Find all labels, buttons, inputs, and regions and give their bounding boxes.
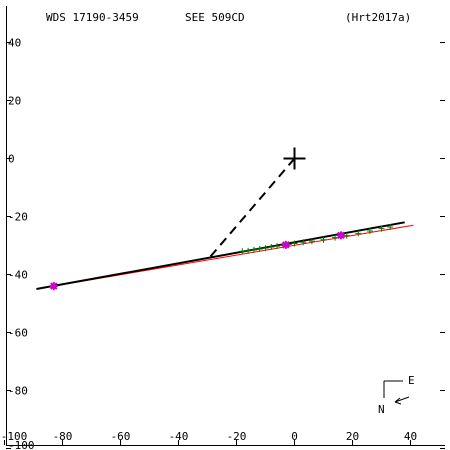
highlighted-observations <box>49 231 345 291</box>
observation-point <box>387 223 394 230</box>
y-tick-label: 0 <box>8 153 15 166</box>
y-tick-label: -20 <box>8 211 28 224</box>
observation-point <box>320 236 327 243</box>
observation-point <box>250 246 257 253</box>
orbit-lines <box>36 157 414 290</box>
x-tick-label: -80 <box>53 430 73 443</box>
y-tick-label: -100 <box>8 439 35 450</box>
compass-north-label: N <box>378 403 385 416</box>
primary-star <box>283 147 306 170</box>
x-tick-label: 40 <box>404 430 417 443</box>
x-tick-label: -100 <box>1 430 28 443</box>
compass: E N <box>378 374 415 416</box>
y-tick-label: -80 <box>8 385 28 398</box>
x-tick-label: 0 <box>291 430 298 443</box>
compass-east-label: E <box>408 374 415 387</box>
highlighted-point <box>336 231 345 240</box>
motion-arrow-icon <box>394 396 410 405</box>
observation-point <box>291 240 298 247</box>
y-tick-label: -40 <box>8 269 28 282</box>
observation-point <box>300 239 307 246</box>
x-tick-label: -40 <box>169 430 189 443</box>
axis-ticks <box>4 42 445 449</box>
observation-point <box>239 248 246 255</box>
x-tick-label: -20 <box>227 430 247 443</box>
primary-star-marker <box>283 147 306 170</box>
x-tick-label: -60 <box>111 430 131 443</box>
y-tick-label: 20 <box>8 95 21 108</box>
observation-point <box>245 247 252 254</box>
highlighted-point <box>49 282 58 291</box>
plot-frame <box>6 6 445 446</box>
observation-point <box>332 234 339 241</box>
observation-point <box>378 225 385 232</box>
y-tick-label: -60 <box>8 327 28 340</box>
orbit-line <box>36 221 405 290</box>
header-reference: (Hrt2017a) <box>345 11 411 24</box>
tick-labels: -100 -80 -60 -40 -20 0 20 40 40 20 0 -20 -40 -60 -80 -1… <box>1 37 417 450</box>
observation-point <box>262 245 269 252</box>
observation-point <box>355 230 362 237</box>
highlighted-point <box>281 240 290 249</box>
header-see: SEE 509CD <box>185 11 245 24</box>
observation-point <box>268 243 275 250</box>
observation-point <box>274 243 281 250</box>
y-tick-label: 40 <box>8 37 21 50</box>
header-wds: WDS 17190-3459 <box>46 11 139 24</box>
node-line <box>206 157 296 261</box>
header: WDS 17190-3459 SEE 509CD (Hrt2017a) <box>46 11 411 24</box>
observation-point <box>366 228 373 234</box>
observation-point <box>256 245 263 252</box>
observation-point <box>308 238 315 245</box>
x-tick-label: 20 <box>346 430 359 443</box>
